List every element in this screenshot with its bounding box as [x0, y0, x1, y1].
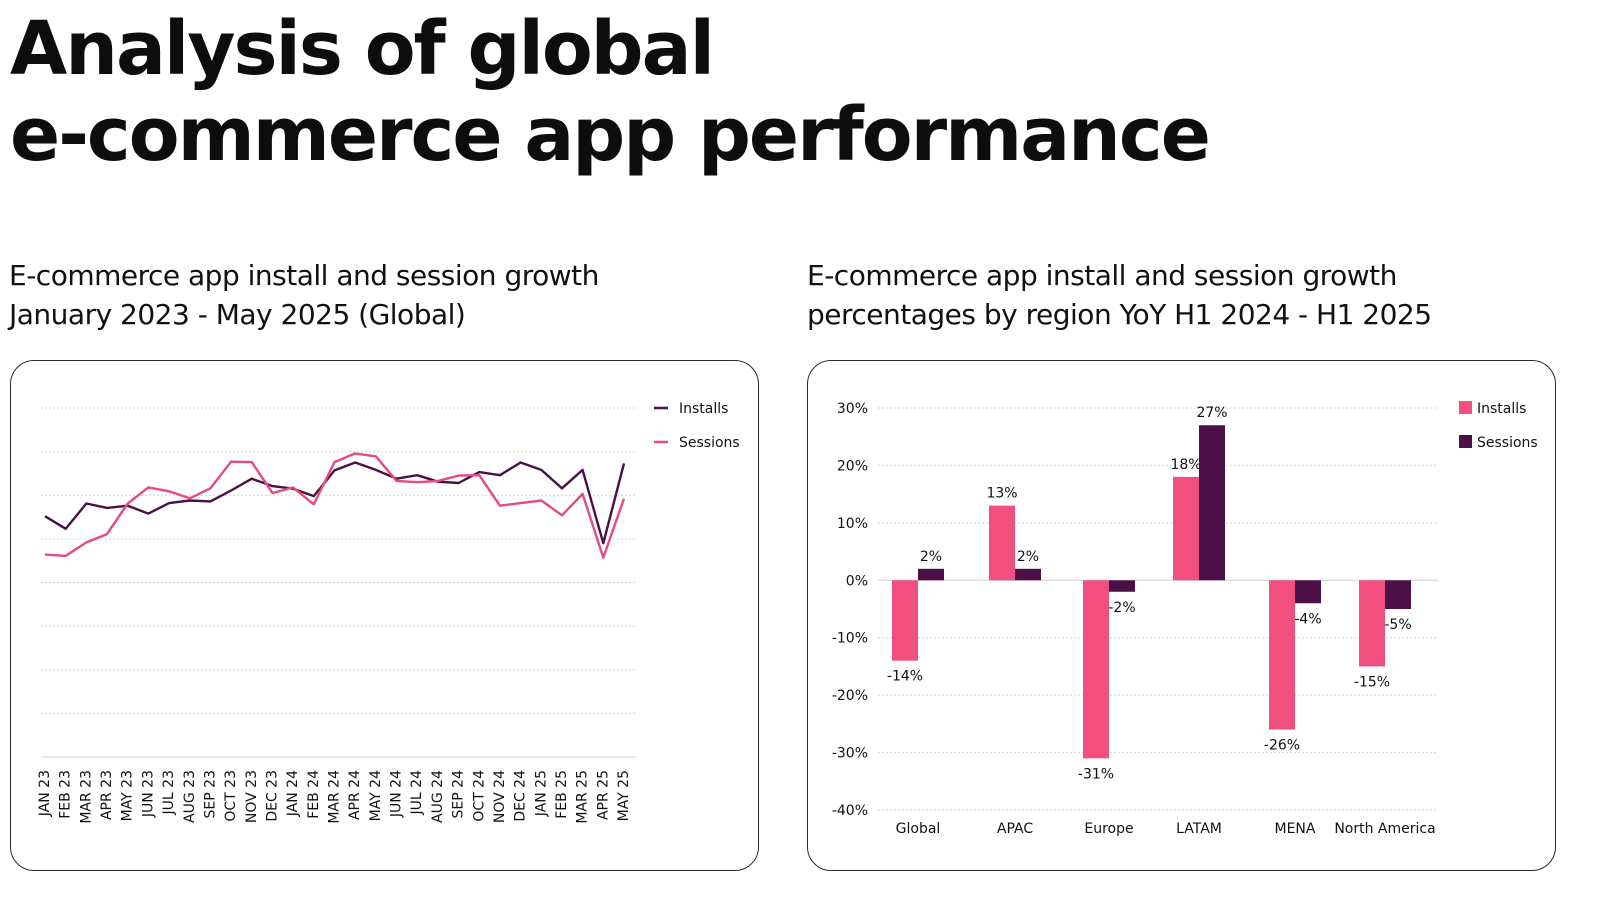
x-tick-label: JUL 24	[409, 770, 425, 816]
x-tick-label: APR 23	[99, 770, 115, 820]
x-tick-label: JUN 24	[389, 770, 405, 818]
x-tick-label: MAY 23	[120, 770, 136, 821]
bar-installs-global	[892, 580, 918, 661]
x-tick-label: JAN 25	[533, 770, 549, 817]
bar-sessions-north-america	[1385, 580, 1411, 609]
data-label: -5%	[1384, 617, 1411, 633]
x-tick-label: MAY 25	[616, 770, 632, 821]
data-label: 13%	[986, 486, 1017, 502]
bar-chart: 30% 20% 10% 0% -10% -20% -30% -40% -14% 2% Global 1…	[832, 401, 1538, 837]
x-tick-label: NOV 24	[492, 770, 508, 823]
x-tick-label: MAR 24	[327, 770, 343, 824]
x-tick-label: JUN 23	[140, 770, 156, 818]
x-tick-label: MAY 24	[368, 770, 384, 821]
page-title-line-2: e-commerce app performance	[10, 92, 1211, 178]
category-label: North America	[1334, 821, 1435, 837]
bar-installs-mena	[1269, 580, 1295, 730]
y-tick-label: 30%	[837, 401, 868, 417]
x-tick-label: AUG 23	[182, 770, 198, 823]
bar-chart-title: E-commerce app install and session growt…	[807, 256, 1567, 334]
x-tick-label: AUG 24	[430, 770, 446, 823]
data-label: 27%	[1196, 405, 1227, 421]
x-tick-label: DEC 24	[513, 770, 529, 822]
data-label: -31%	[1078, 766, 1114, 782]
x-tick-label: FEB 24	[306, 770, 322, 819]
x-tick-label: APR 24	[347, 770, 363, 820]
bar-sessions-europe	[1109, 580, 1135, 592]
legend-label: Installs	[1477, 401, 1526, 417]
bar-installs-north-america	[1359, 580, 1385, 667]
bar-chart-card: 30% 20% 10% 0% -10% -20% -30% -40% -14% 2% Global 1…	[807, 360, 1556, 871]
bar-installs-europe	[1083, 580, 1109, 759]
data-label: 2%	[920, 549, 942, 565]
x-tick-label: FEB 23	[58, 770, 74, 819]
bar-installs-latam	[1173, 476, 1199, 581]
x-tick-label: FEB 25	[554, 770, 570, 819]
x-tick-label: OCT 24	[471, 770, 487, 822]
legend-swatch	[1459, 401, 1472, 414]
legend-label: Sessions	[679, 435, 740, 451]
bar-sessions-global	[918, 568, 944, 581]
x-tick-label: DEC 23	[264, 770, 280, 822]
x-tick-label: SEP 23	[202, 770, 218, 818]
category-label: Global	[896, 821, 941, 837]
data-label: -2%	[1108, 600, 1135, 616]
data-label: 18%	[1170, 457, 1201, 473]
data-label: -15%	[1354, 674, 1390, 690]
x-tick-label: NOV 23	[244, 770, 260, 823]
y-tick-label: -10%	[832, 631, 868, 647]
y-tick-label: -30%	[832, 746, 868, 762]
y-tick-label: 10%	[837, 516, 868, 532]
x-tick-label: JAN 24	[285, 770, 301, 817]
x-tick-label: SEP 24	[451, 770, 467, 819]
line-chart-title: E-commerce app install and session growt…	[9, 256, 769, 334]
bar-sessions-apac	[1015, 568, 1041, 581]
page-title: Analysis of global e-commerce app perfor…	[10, 6, 1211, 178]
data-label: -26%	[1264, 738, 1300, 754]
x-tick-label: MAR 23	[78, 770, 94, 824]
y-tick-label: -20%	[832, 688, 868, 704]
line-chart-title-line-2: January 2023 - May 2025 (Global)	[9, 298, 466, 331]
line-chart: JAN 23 FEB 23 MAR 23 APR 23 MAY 23 JUN 23 JUL …	[37, 401, 740, 824]
series-line-installs	[44, 461, 626, 545]
category-label: APAC	[997, 821, 1033, 837]
x-tick-label: JUL 23	[161, 770, 177, 815]
category-label: LATAM	[1176, 821, 1222, 837]
x-tick-label: JAN 23	[37, 770, 53, 817]
y-tick-label: -40%	[832, 803, 868, 819]
bar-chart-title-line-2: percentages by region YoY H1 2024 - H1 2…	[807, 298, 1432, 331]
category-label: MENA	[1275, 821, 1316, 837]
x-tick-label: OCT 23	[223, 770, 239, 822]
legend-label: Sessions	[1477, 435, 1538, 451]
bar-sessions-latam	[1199, 425, 1225, 581]
bar-installs-apac	[989, 505, 1015, 581]
category-label: Europe	[1084, 821, 1133, 837]
bar-chart-title-line-1: E-commerce app install and session growt…	[807, 259, 1397, 292]
line-chart-card: JAN 23 FEB 23 MAR 23 APR 23 MAY 23 JUN 23 JUL …	[10, 360, 759, 871]
page-title-line-1: Analysis of global	[10, 6, 715, 92]
data-label: -14%	[887, 669, 923, 685]
data-label: -4%	[1294, 611, 1321, 627]
y-tick-label: 20%	[837, 458, 868, 474]
x-tick-label: APR 25	[595, 770, 611, 820]
y-tick-label: 0%	[846, 573, 868, 589]
series-line-sessions	[44, 452, 626, 559]
data-label: 2%	[1017, 549, 1039, 565]
line-chart-title-line-1: E-commerce app install and session growt…	[9, 259, 599, 292]
legend-swatch	[1459, 435, 1472, 448]
bar-sessions-mena	[1295, 580, 1321, 604]
x-tick-label: MAR 25	[575, 770, 591, 824]
legend-label: Installs	[679, 401, 728, 417]
